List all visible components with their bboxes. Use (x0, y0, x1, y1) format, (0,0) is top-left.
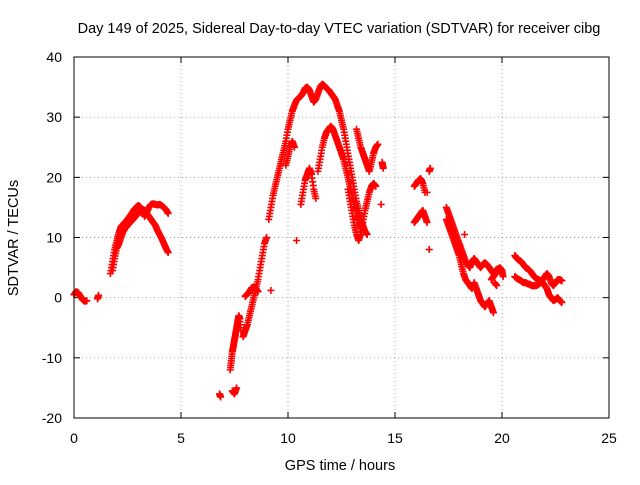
data-point (293, 237, 301, 245)
data-point (254, 288, 262, 296)
data-point (233, 384, 241, 392)
data-point (217, 393, 225, 401)
data-point (312, 194, 320, 202)
data-point (164, 249, 172, 257)
x-tick-label: 0 (70, 430, 78, 446)
data-point (558, 298, 566, 306)
data-point (423, 188, 431, 196)
data-point (425, 246, 433, 254)
data-point (263, 234, 271, 241)
x-tick-label: 15 (387, 430, 403, 446)
y-tick-label: 0 (54, 290, 62, 306)
data-point (363, 230, 371, 238)
data-point (379, 164, 387, 172)
data-point (558, 277, 566, 285)
data-point (489, 309, 497, 317)
x-tick-label: 10 (280, 430, 296, 446)
data-point (377, 200, 385, 208)
data-point (499, 273, 507, 281)
data-points (70, 80, 566, 401)
y-tick-label: -20 (42, 410, 62, 426)
data-point (95, 291, 103, 299)
x-tick-label: 25 (601, 430, 617, 446)
y-tick-labels: -20 -10 0 10 20 30 40 (42, 49, 62, 426)
y-tick-label: 30 (46, 109, 62, 125)
data-point (493, 282, 501, 290)
plot-frame (73, 56, 610, 419)
x-axis-label: GPS time / hours (285, 458, 395, 474)
data-point (461, 230, 469, 238)
data-point (164, 209, 172, 217)
y-tick-label: 10 (46, 230, 62, 246)
x-tick-labels: 0 5 10 15 20 25 (70, 430, 617, 446)
y-tick-label: -10 (42, 350, 62, 366)
data-point (372, 182, 380, 190)
data-point (374, 140, 382, 148)
y-axis-label: SDTVAR / TECUs (6, 180, 22, 296)
chart-title: Day 149 of 2025, Sidereal Day-to-day VTE… (78, 21, 601, 37)
data-point (426, 164, 434, 172)
data-point (267, 286, 275, 294)
data-point (83, 297, 91, 305)
x-tick-label: 5 (177, 430, 185, 446)
data-point (290, 143, 298, 151)
y-tick-label: 20 (46, 169, 62, 185)
x-tick-label: 20 (494, 430, 510, 446)
data-point (423, 218, 431, 226)
y-tick-label: 40 (46, 49, 62, 65)
